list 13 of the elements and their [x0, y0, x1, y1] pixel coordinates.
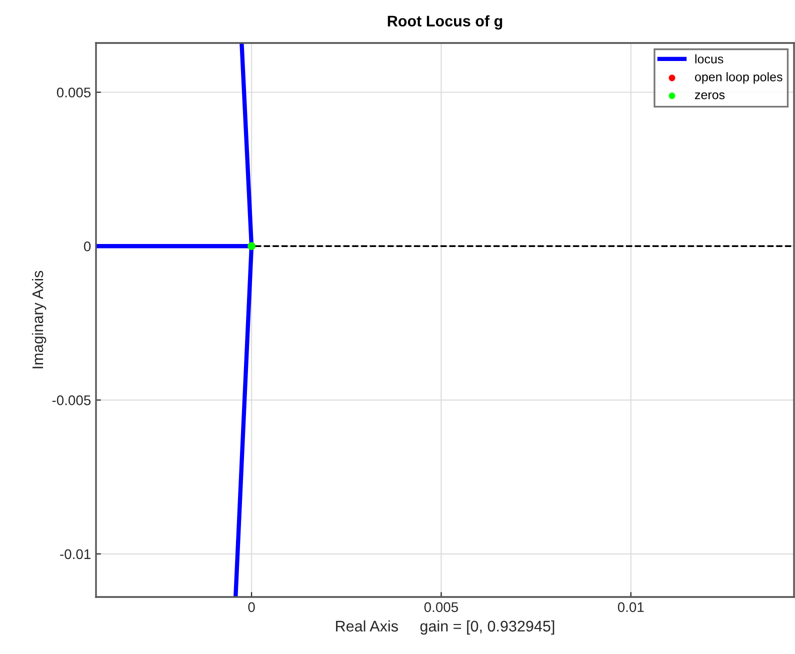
chart-title: Root Locus of g [388, 15, 502, 30]
y-axis-title: Imaginary Axis [32, 270, 46, 368]
x-tick-label: 0.01 [618, 602, 644, 612]
x-tick-label: 0 [248, 602, 255, 612]
y-tick-label: 0 [84, 241, 91, 252]
y-tick-label: -0.01 [60, 549, 90, 560]
y-tick-label: 0.005 [56, 88, 91, 98]
legend-label: locus [695, 54, 724, 64]
x-axis-title: Real Axis gain = [0, 0.932945] [336, 620, 554, 635]
x-tick-label: 0.005 [424, 602, 458, 612]
legend-label: zeros [694, 92, 725, 100]
y-tick-label: -0.005 [52, 395, 91, 406]
legend-label: open loop poles [695, 72, 782, 84]
